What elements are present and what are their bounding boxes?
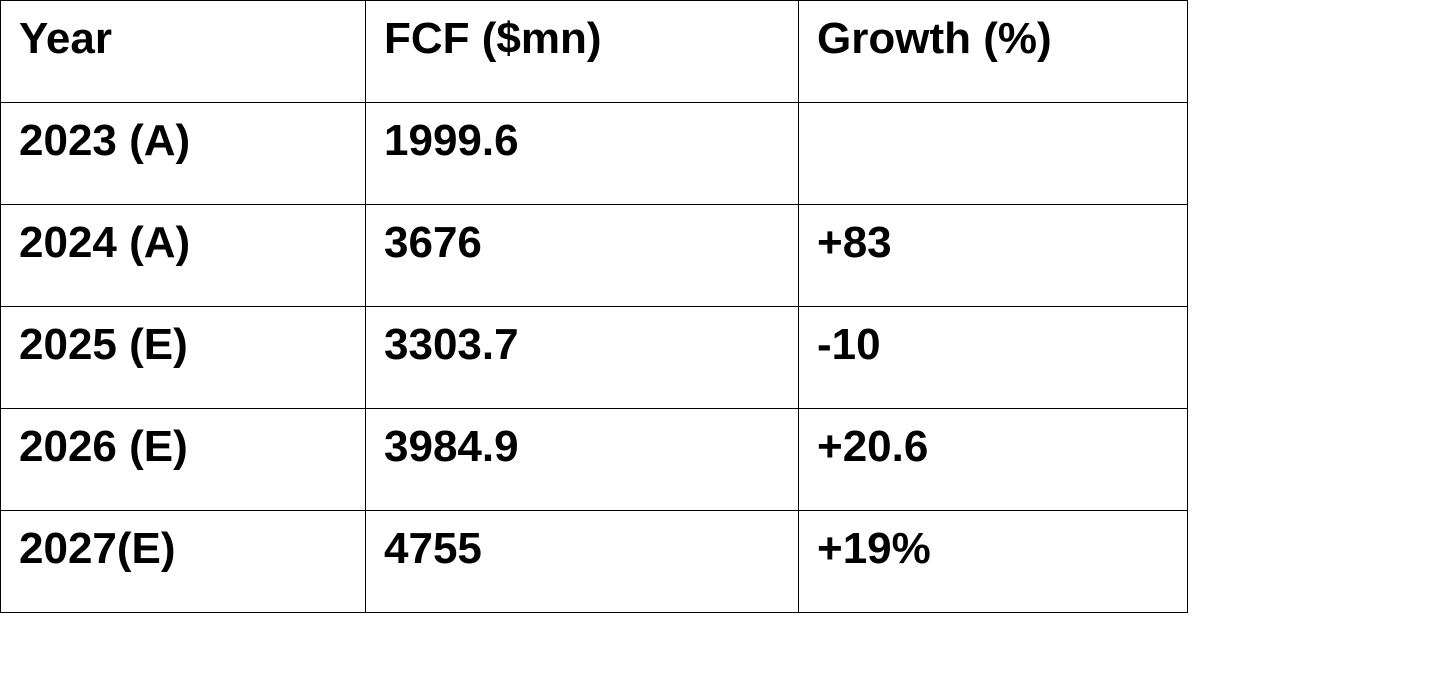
cell: 3676 <box>365 204 799 307</box>
data-row: 2024 (A) 3676 +83 <box>0 204 1188 307</box>
table-body: Year FCF ($mn) Growth (%) 2023 (A) 1999.6 202… <box>0 0 1188 613</box>
data-row: 2025 (E) 3303.7 -10 <box>0 306 1188 409</box>
cell: 1999.6 <box>365 102 799 205</box>
cell: +19% <box>798 510 1188 613</box>
fcf-table: Year FCF ($mn) Growth (%) 2023 (A) 1999.6 202… <box>0 0 1188 613</box>
data-row: 2023 (A) 1999.6 <box>0 102 1188 205</box>
cell: 2025 (E) <box>0 306 366 409</box>
header-row: Year FCF ($mn) Growth (%) <box>0 0 1188 103</box>
cell <box>798 102 1188 205</box>
cell: 3984.9 <box>365 408 799 511</box>
cell: +20.6 <box>798 408 1188 511</box>
header-cell: Year <box>0 0 366 103</box>
header-cell: Growth (%) <box>798 0 1188 103</box>
cell: 2027(E) <box>0 510 366 613</box>
data-row: 2027(E) 4755 +19% <box>0 510 1188 613</box>
cell: +83 <box>798 204 1188 307</box>
cell: 2023 (A) <box>0 102 366 205</box>
header-cell: FCF ($mn) <box>365 0 799 103</box>
cell: 4755 <box>365 510 799 613</box>
cell: 3303.7 <box>365 306 799 409</box>
data-row: 2026 (E) 3984.9 +20.6 <box>0 408 1188 511</box>
cell: 2024 (A) <box>0 204 366 307</box>
cell: -10 <box>798 306 1188 409</box>
cell: 2026 (E) <box>0 408 366 511</box>
